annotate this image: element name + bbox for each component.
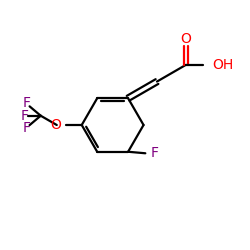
Text: O: O (180, 32, 191, 46)
Text: F: F (151, 146, 159, 160)
Text: O: O (50, 118, 61, 132)
Text: OH: OH (212, 58, 234, 72)
Text: F: F (23, 121, 31, 135)
Text: F: F (21, 109, 29, 123)
Text: F: F (23, 96, 31, 110)
